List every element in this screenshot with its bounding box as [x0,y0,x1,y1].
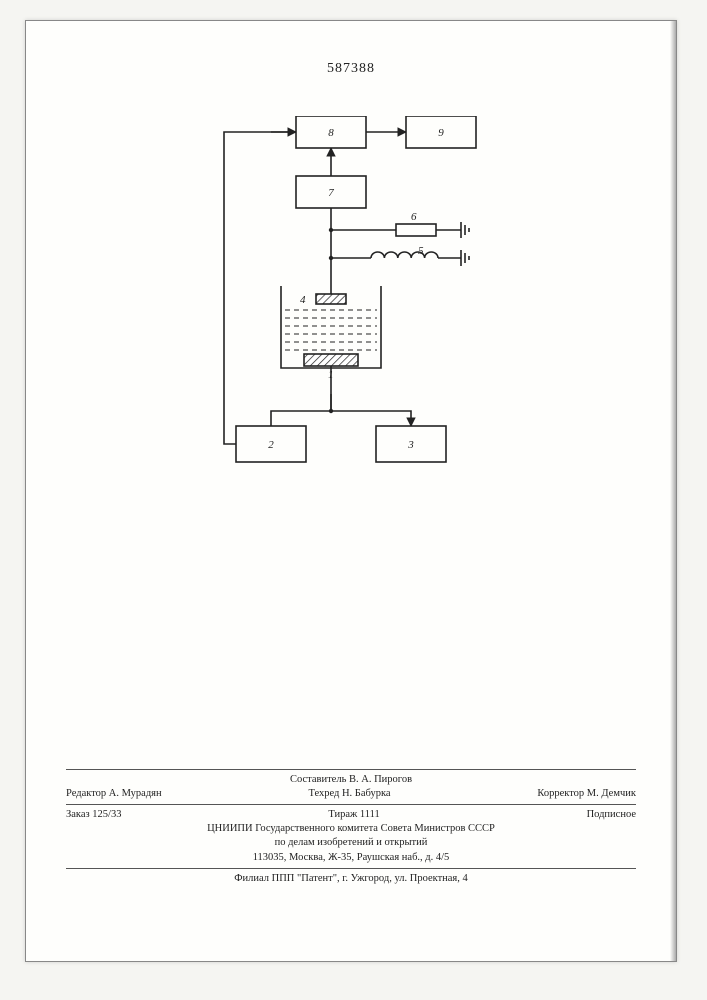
schematic-diagram: 6 5 4 1 8 9 7 2 3 [206,116,526,486]
document-number: 587388 [327,61,375,77]
org-line-2: по делам изобретений и открытий [66,836,636,850]
org-line-1: ЦНИИПИ Государственного комитета Совета … [66,822,636,836]
svg-text:6: 6 [411,211,417,223]
order-line: Заказ 125/33 Тираж 1111 Подписное [66,808,636,822]
corrector-name: Корректор М. Демчик [537,787,636,801]
svg-text:7: 7 [328,187,334,199]
svg-text:3: 3 [407,439,414,451]
techred-name: Техред Н. Бабурка [308,787,390,801]
filial-line: Филиал ППП "Патент", г. Ужгород, ул. Про… [66,872,636,886]
page-edge-shadow [670,21,676,961]
editor-name: Редактор А. Мурадян [66,787,162,801]
compiler-line: Составитель В. А. Пирогов [66,773,636,787]
svg-text:5: 5 [418,245,424,257]
svg-text:8: 8 [328,127,334,139]
tirazh-value: Тираж 1111 [328,808,379,822]
svg-text:9: 9 [438,127,444,139]
divider [66,769,636,770]
divider [66,804,636,805]
svg-text:4: 4 [300,294,306,306]
svg-text:2: 2 [268,439,274,451]
svg-text:1: 1 [328,369,334,381]
page-frame: 587388 6 5 4 1 8 9 7 2 3 Составитель В. А. Пирог… [25,20,677,962]
footer-block: Составитель В. А. Пирогов Редактор А. Му… [66,766,636,886]
divider [66,868,636,869]
staff-line: Редактор А. Мурадян Техред Н. Бабурка Ко… [66,787,636,801]
order-number: Заказ 125/33 [66,808,121,822]
address-line: 113035, Москва, Ж-35, Раушская наб., д. … [66,851,636,865]
podpisnoe-label: Подписное [587,808,636,822]
